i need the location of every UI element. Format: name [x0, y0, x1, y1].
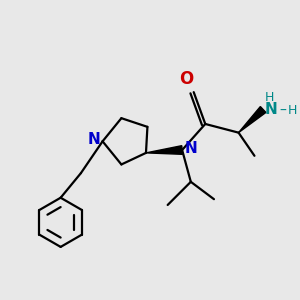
Polygon shape — [238, 106, 266, 133]
Text: N: N — [185, 141, 198, 156]
Text: N: N — [88, 132, 101, 147]
Text: O: O — [179, 70, 194, 88]
Polygon shape — [146, 146, 182, 154]
Text: H: H — [288, 104, 297, 117]
Text: H: H — [265, 91, 274, 104]
Text: –: – — [279, 104, 286, 118]
Text: N: N — [265, 102, 277, 117]
